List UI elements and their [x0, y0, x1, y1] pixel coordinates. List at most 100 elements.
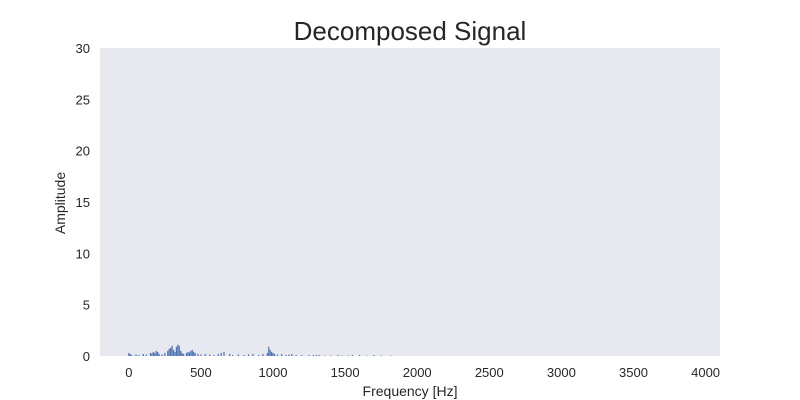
bar [273, 353, 276, 356]
bar [197, 353, 199, 356]
bar [191, 349, 193, 356]
y-tick-label: 10 [76, 246, 90, 261]
bar [315, 354, 317, 356]
bar [167, 350, 169, 356]
bar [312, 354, 314, 356]
bar [232, 354, 234, 356]
bar [308, 354, 310, 356]
x-tick-label: 500 [190, 365, 212, 380]
x-tick-label: 3000 [547, 365, 576, 380]
bar [149, 352, 152, 356]
bar [301, 354, 303, 356]
x-axis-ticks: 0 500 1000 1500 2000 2500 3000 3500 4000 [125, 365, 720, 380]
bar [131, 354, 133, 356]
bar [178, 345, 180, 356]
bar [269, 349, 271, 356]
bar [158, 353, 160, 356]
bar [152, 351, 154, 356]
y-axis-label: Amplitude [52, 172, 68, 234]
bar [200, 354, 202, 356]
bar [142, 353, 144, 356]
bar [177, 344, 179, 356]
bar [285, 354, 287, 356]
bar [373, 354, 375, 356]
bar [208, 354, 211, 356]
y-axis-ticks: 0 5 10 15 20 25 30 [76, 41, 90, 364]
x-axis-label: Frequency [Hz] [363, 383, 458, 399]
bar [247, 354, 250, 356]
bar [288, 354, 290, 356]
x-tick-label: 1500 [331, 365, 360, 380]
bar [330, 355, 332, 356]
bar [193, 351, 195, 356]
bar [223, 351, 225, 356]
x-tick-label: 4000 [691, 365, 720, 380]
bar [341, 355, 343, 356]
x-tick-label: 3500 [619, 365, 648, 380]
bar [171, 345, 173, 356]
bar [324, 355, 326, 356]
bar [281, 353, 283, 356]
bar [291, 353, 293, 356]
bar [366, 355, 368, 356]
bar [180, 350, 182, 356]
bar [135, 354, 137, 356]
bar [174, 351, 176, 356]
bar [172, 349, 175, 356]
bar [161, 354, 163, 356]
bar [252, 353, 254, 356]
bar [164, 352, 166, 356]
x-tick-label: 0 [125, 365, 132, 380]
bar [175, 346, 178, 356]
bar [351, 354, 353, 356]
bar [187, 351, 189, 356]
bar [194, 352, 196, 356]
y-tick-label: 0 [83, 349, 90, 364]
chart-title: Decomposed Signal [294, 16, 527, 46]
x-tick-label: 2000 [403, 365, 432, 380]
x-tick-label: 2500 [475, 365, 504, 380]
bar [188, 352, 190, 356]
bar [170, 347, 172, 356]
bar [155, 350, 157, 356]
y-tick-label: 5 [83, 298, 90, 313]
bar [258, 354, 260, 356]
bar [270, 351, 273, 356]
bar [154, 352, 156, 356]
bar [185, 352, 188, 356]
y-tick-label: 15 [76, 195, 90, 210]
bar [272, 352, 274, 356]
bar [204, 353, 206, 356]
bar [217, 353, 219, 356]
y-tick-label: 25 [76, 92, 90, 107]
bar [128, 352, 130, 356]
bar [295, 354, 297, 356]
bar [268, 346, 270, 356]
bar [157, 351, 159, 356]
bar [266, 352, 268, 356]
bar [262, 353, 264, 356]
bar [181, 352, 183, 356]
plot-area [100, 48, 720, 356]
bar [151, 353, 153, 356]
bar [229, 353, 231, 356]
bar [276, 354, 278, 356]
bar [243, 354, 245, 356]
bar [318, 354, 320, 356]
bar [347, 355, 349, 356]
bar [183, 353, 185, 356]
bar [129, 353, 131, 356]
bar [358, 354, 361, 356]
bar [145, 354, 147, 356]
y-tick-label: 20 [76, 144, 90, 159]
bar [380, 355, 382, 356]
bar-series [128, 344, 392, 356]
bar [190, 350, 192, 356]
y-tick-label: 30 [76, 41, 90, 56]
x-tick-label: 1000 [259, 365, 288, 380]
bar [138, 354, 140, 356]
bar [213, 354, 215, 356]
bar [220, 352, 222, 356]
